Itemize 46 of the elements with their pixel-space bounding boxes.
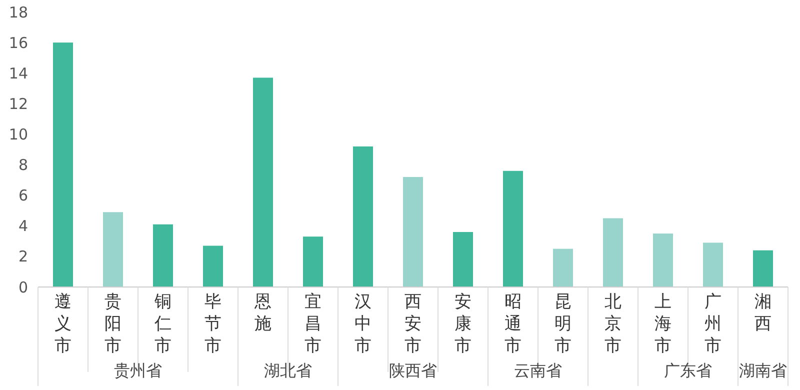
x-tick-label: 宜昌市 bbox=[304, 292, 322, 356]
y-tick-label: 8 bbox=[18, 156, 28, 174]
bar bbox=[703, 242, 723, 287]
y-tick-label: 10 bbox=[8, 125, 28, 144]
bar bbox=[753, 250, 773, 287]
x-tick-label: 湘西 bbox=[754, 292, 772, 334]
x-tick-label: 昆明市 bbox=[554, 292, 572, 356]
x-tick-label: 恩施 bbox=[254, 292, 272, 334]
bar bbox=[553, 248, 573, 287]
y-tick-label: 0 bbox=[18, 278, 28, 296]
y-tick-label: 2 bbox=[18, 248, 28, 266]
x-tick-label: 安康市 bbox=[454, 292, 472, 356]
bar bbox=[103, 212, 123, 287]
x-tick-label: 北京市 bbox=[604, 292, 622, 356]
bar bbox=[203, 246, 223, 287]
bar bbox=[53, 42, 73, 287]
bar bbox=[253, 78, 273, 287]
text: 湖北省 bbox=[264, 361, 312, 380]
text: 湖南省 bbox=[739, 361, 787, 380]
x-tick-label: 西安市 bbox=[404, 292, 422, 356]
y-tick-label: 14 bbox=[8, 64, 28, 82]
text: 广东省 bbox=[664, 361, 712, 380]
text: 贵州省 bbox=[114, 361, 162, 380]
text: 陕西省 bbox=[389, 361, 437, 380]
x-tick-label: 广州市 bbox=[704, 292, 722, 356]
y-tick-label: 16 bbox=[8, 34, 28, 52]
bar bbox=[303, 236, 323, 287]
y-tick-label: 4 bbox=[18, 217, 28, 236]
x-tick-label: 遵义市 bbox=[54, 292, 72, 356]
text: 云南省 bbox=[514, 361, 562, 380]
x-tick-label: 毕节市 bbox=[204, 292, 222, 356]
x-tick-label: 铜仁市 bbox=[154, 292, 172, 356]
bar bbox=[503, 170, 523, 287]
x-tick-label: 昭通市 bbox=[504, 292, 522, 356]
x-tick-label: 贵阳市 bbox=[104, 292, 122, 356]
y-tick-label: 6 bbox=[18, 186, 28, 205]
bar bbox=[403, 177, 423, 287]
bar bbox=[353, 146, 373, 287]
bar bbox=[453, 232, 473, 287]
bar bbox=[153, 224, 173, 287]
bar bbox=[653, 234, 673, 287]
x-tick-label: 上海市 bbox=[654, 292, 672, 356]
y-tick-label: 12 bbox=[8, 94, 28, 113]
y-tick-label: 18 bbox=[8, 3, 28, 22]
x-tick-label: 汉中市 bbox=[354, 292, 372, 356]
bar bbox=[603, 218, 623, 287]
